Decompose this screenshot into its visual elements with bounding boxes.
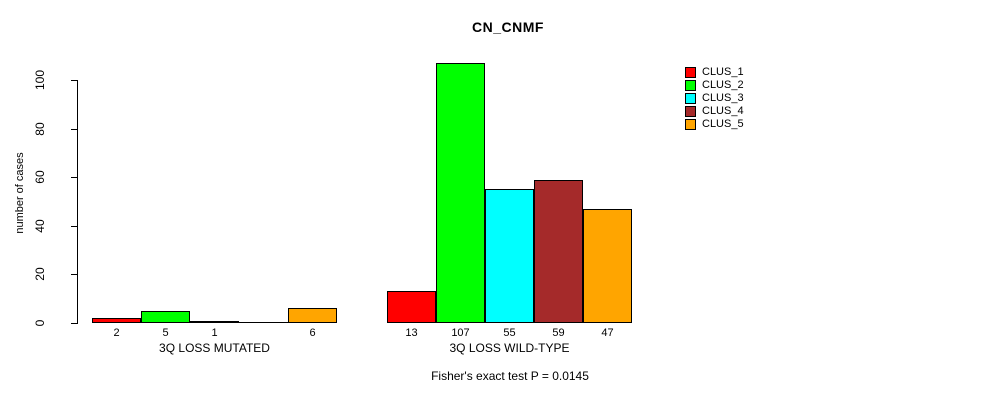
bar-value-label: 5 [162,327,169,339]
bar-clus_1 [92,318,141,323]
bar-value-label: 47 [601,327,614,339]
bar-clus_2 [141,311,190,323]
y-axis-tick-label: 60 [33,170,47,184]
bar-value-label: 107 [451,327,470,339]
legend-swatch-clus_5 [685,119,696,130]
bar-clus_2 [436,63,485,323]
legend-swatch-clus_3 [685,93,696,104]
bar-clus_1 [387,291,436,323]
legend-label: CLUS_1 [702,66,744,78]
group-label: 3Q LOSS WILD-TYPE [449,341,570,355]
bar-value-label: 2 [113,327,120,339]
legend-label: CLUS_3 [702,92,744,104]
y-axis-tick-label: 80 [33,122,47,136]
y-axis-tick-label: 20 [33,267,47,281]
bar-clus_4-zero [239,322,288,323]
bar-value-label: 1 [211,327,218,339]
y-axis-tick [71,226,78,227]
bar-value-label: 55 [503,327,516,339]
group-label: 3Q LOSS MUTATED [159,341,270,355]
y-axis-tick-label: 0 [33,319,47,327]
y-axis-title: number of cases [14,152,26,234]
legend-swatch-clus_1 [685,67,696,78]
bar-clus_4 [534,180,583,323]
bar-value-label: 59 [552,327,565,339]
y-axis-line [77,80,78,324]
legend-swatch-clus_4 [685,106,696,117]
legend-label: CLUS_5 [702,118,744,130]
y-axis-tick [71,80,78,81]
y-axis-tick [71,129,78,130]
bar-value-label: 6 [309,327,316,339]
chart-title: CN_CNMF [472,19,544,35]
bar-clus_5 [583,209,632,323]
fisher-annotation: Fisher's exact test P = 0.0145 [431,369,589,383]
y-axis-tick [71,177,78,178]
bar-clus_3 [190,321,239,323]
legend-label: CLUS_4 [702,105,744,117]
y-axis-tick-label: 100 [33,69,47,91]
y-axis-tick [71,274,78,275]
y-axis-tick-label: 40 [33,219,47,233]
legend-swatch-clus_2 [685,80,696,91]
bar-value-label: 13 [405,327,418,339]
bar-clus_5 [288,308,337,323]
legend-label: CLUS_2 [702,79,744,91]
y-axis-tick [71,323,78,324]
bar-clus_3 [485,189,534,323]
